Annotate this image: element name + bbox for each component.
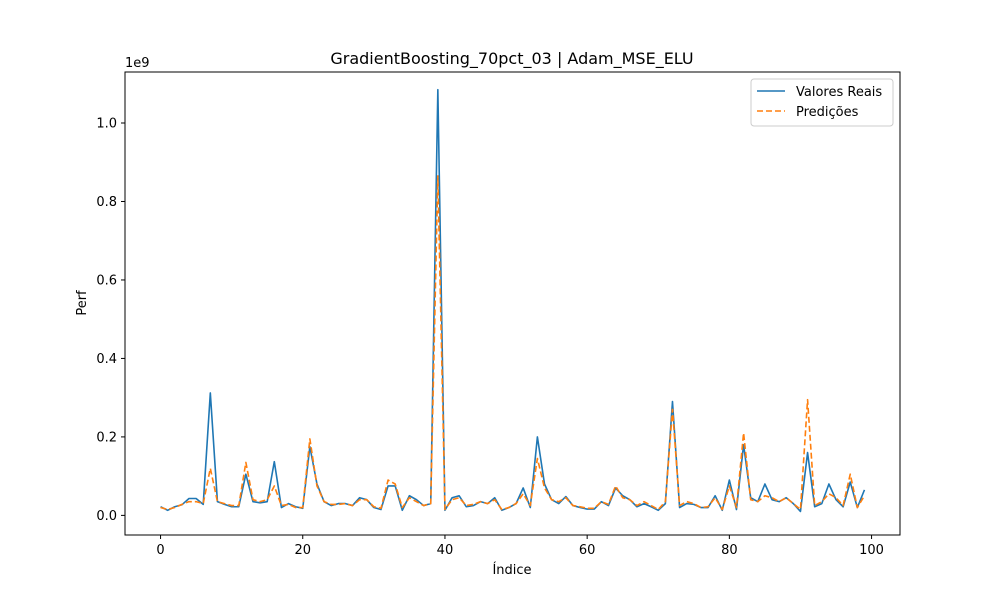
legend-label-valores-reais: Valores Reais xyxy=(796,85,882,100)
y-axis-offset-text: 1e9 xyxy=(125,56,150,71)
y-tick-label: 0.6 xyxy=(96,273,117,288)
x-tick-label: 60 xyxy=(579,543,596,558)
y-tick-label: 0.2 xyxy=(96,430,117,445)
y-tick-label: 0.4 xyxy=(96,352,117,367)
x-tick-label: 20 xyxy=(294,543,311,558)
legend-box xyxy=(750,78,894,127)
x-axis-label: Índice xyxy=(492,562,531,578)
y-tick-label: 0.8 xyxy=(96,195,117,210)
y-axis-label: Perf xyxy=(75,290,90,316)
y-tick-label: 1.0 xyxy=(96,117,117,132)
y-tick-label: 0.0 xyxy=(96,509,117,524)
legend: Valores Reais Predições xyxy=(750,78,894,127)
x-tick-label: 0 xyxy=(156,543,164,558)
x-tick-label: 40 xyxy=(437,543,454,558)
axes-frame xyxy=(124,71,901,536)
series-layer xyxy=(160,88,866,513)
legend-label-predicoes: Predições xyxy=(796,105,859,120)
y-axis-ticks: 0.0 0.2 0.4 0.6 0.8 1.0 xyxy=(96,117,125,524)
x-axis-ticks: 0 20 40 60 80 100 xyxy=(156,535,884,558)
x-tick-label: 80 xyxy=(721,543,738,558)
chart-title: GradientBoosting_70pct_03 | Adam_MSE_ELU xyxy=(330,49,693,69)
x-tick-label: 100 xyxy=(859,543,884,558)
series-line-predicoes xyxy=(160,175,866,511)
